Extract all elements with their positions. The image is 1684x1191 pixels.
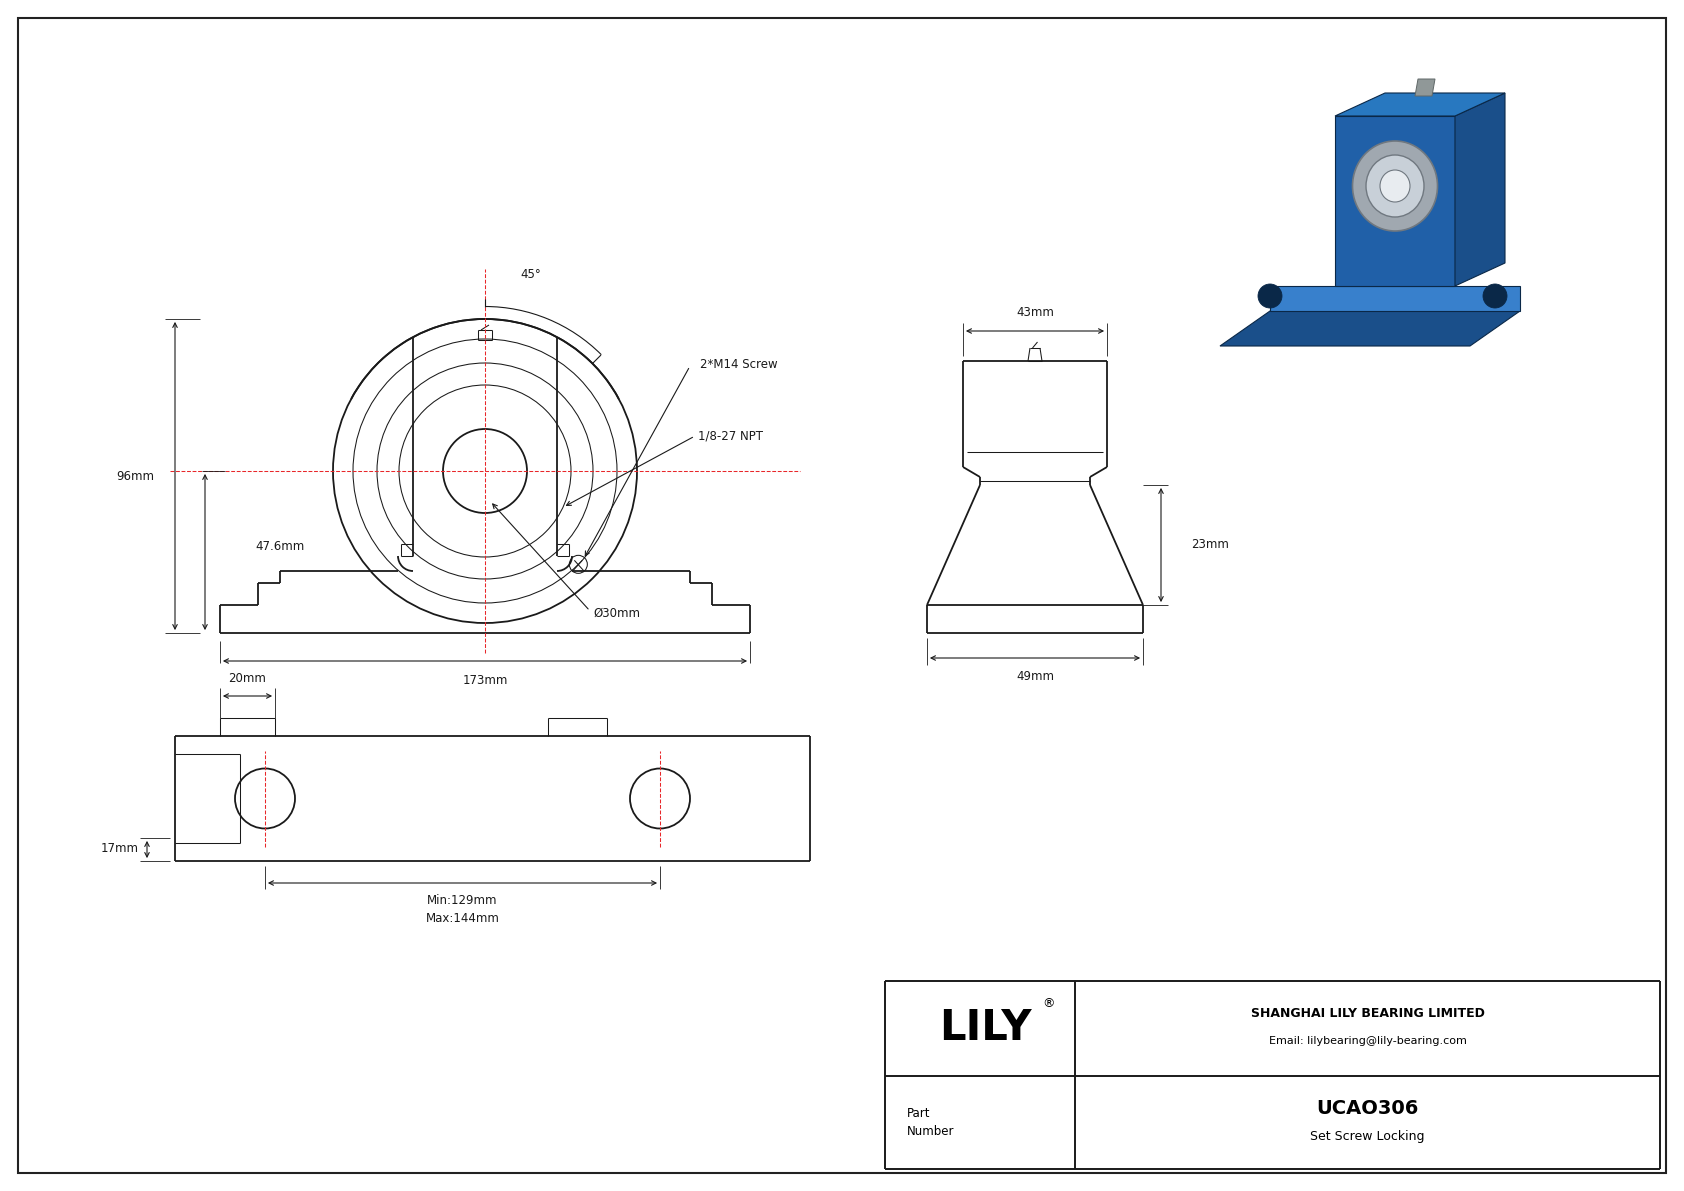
Text: Email: lilybearing@lily-bearing.com: Email: lilybearing@lily-bearing.com xyxy=(1268,1035,1467,1046)
Polygon shape xyxy=(1335,93,1505,116)
Circle shape xyxy=(1484,283,1507,308)
Text: 47.6mm: 47.6mm xyxy=(254,541,305,554)
Ellipse shape xyxy=(1366,155,1425,217)
Text: 45°: 45° xyxy=(520,268,541,281)
Text: Min:129mm: Min:129mm xyxy=(428,894,498,908)
Ellipse shape xyxy=(1352,141,1438,231)
Polygon shape xyxy=(1415,79,1435,96)
Text: ®: ® xyxy=(1042,997,1054,1010)
Text: 17mm: 17mm xyxy=(101,842,140,855)
Text: 43mm: 43mm xyxy=(1015,306,1054,319)
Text: Part
Number: Part Number xyxy=(908,1106,955,1137)
Text: 1/8-27 NPT: 1/8-27 NPT xyxy=(697,430,763,443)
Text: LILY: LILY xyxy=(938,1008,1031,1049)
Polygon shape xyxy=(1455,93,1505,286)
Text: Set Screw Locking: Set Screw Locking xyxy=(1310,1130,1425,1143)
Text: Ø30mm: Ø30mm xyxy=(593,606,640,619)
Text: SHANGHAI LILY BEARING LIMITED: SHANGHAI LILY BEARING LIMITED xyxy=(1251,1008,1484,1019)
Text: 2*M14 Screw: 2*M14 Screw xyxy=(701,357,778,370)
Text: Max:144mm: Max:144mm xyxy=(426,912,500,925)
Text: 96mm: 96mm xyxy=(116,469,153,482)
Text: UCAO306: UCAO306 xyxy=(1317,1099,1418,1118)
Polygon shape xyxy=(1270,286,1521,311)
Polygon shape xyxy=(1335,116,1455,286)
Ellipse shape xyxy=(1379,170,1410,202)
Polygon shape xyxy=(1219,311,1521,347)
Text: 23mm: 23mm xyxy=(1191,538,1229,551)
Circle shape xyxy=(1258,283,1282,308)
Text: 49mm: 49mm xyxy=(1015,671,1054,684)
Text: 20mm: 20mm xyxy=(229,672,266,685)
Text: 173mm: 173mm xyxy=(463,674,507,687)
